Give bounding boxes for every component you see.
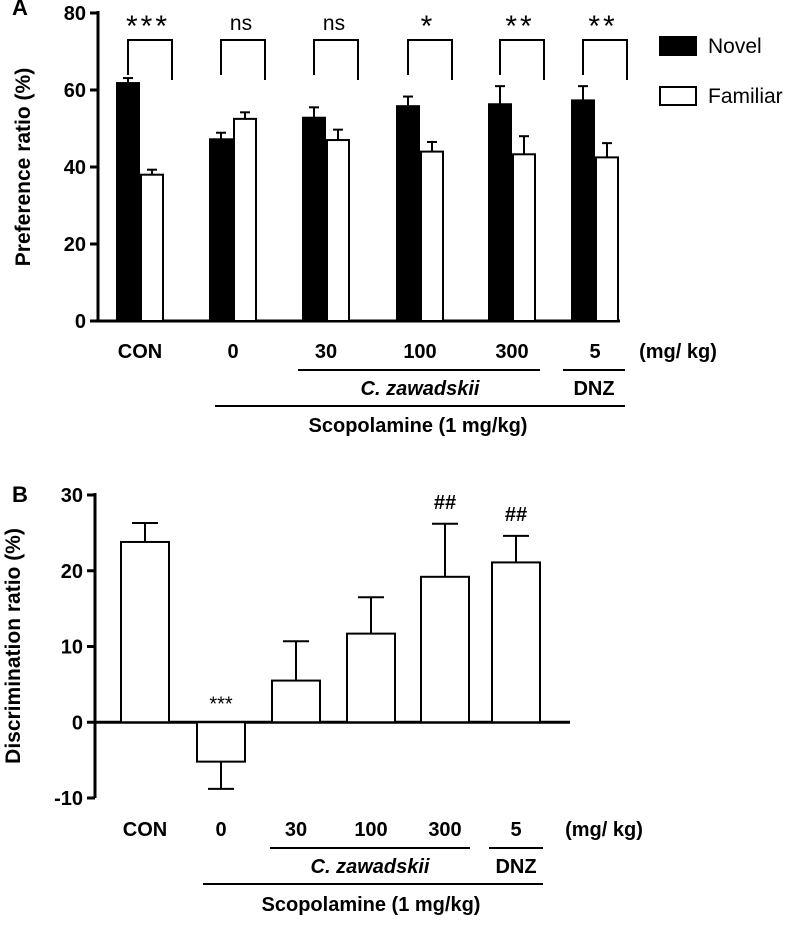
- category-label: CON: [118, 341, 162, 363]
- bar-familiar: [595, 156, 619, 322]
- bar-familiar: [140, 173, 164, 322]
- y-tick-label: 10: [61, 637, 83, 659]
- bar-novel: [209, 138, 233, 322]
- panel-b: B -10 0 10 20 30 Discrimination ratio (%) *** ##…: [2, 482, 643, 916]
- panel-label-a: A: [12, 0, 28, 20]
- category-label: 30: [285, 819, 307, 841]
- significance-label: **: [505, 10, 534, 43]
- significance-bracket: [313, 39, 359, 80]
- bar-novel: [571, 99, 595, 322]
- y-tick-label: 20: [61, 561, 83, 583]
- significance-label: ***: [209, 693, 233, 715]
- bar-novel: [302, 116, 326, 322]
- bar: [120, 540, 170, 724]
- significance-bracket: [499, 39, 545, 80]
- hash-significance-label: ##: [505, 504, 527, 526]
- significance-label: ns: [323, 12, 345, 35]
- group-label-treatment: Scopolamine (1 mg/kg): [309, 415, 528, 437]
- group-label-treatment: Scopolamine (1 mg/kg): [262, 894, 481, 916]
- category-label: 300: [428, 819, 461, 841]
- category-label: 30: [315, 341, 337, 363]
- legend-swatch-novel: [659, 36, 697, 56]
- unit-label: (mg/ kg): [565, 819, 643, 841]
- category-label: 5: [589, 341, 600, 363]
- significance-label: ***: [126, 10, 170, 43]
- category-label: 300: [495, 341, 528, 363]
- y-tick-label: 30: [61, 485, 83, 507]
- unit-label: (mg/ kg): [639, 341, 717, 363]
- legend-label-novel: Novel: [708, 35, 762, 58]
- bar: [346, 632, 396, 724]
- bar: [420, 575, 470, 724]
- legend-label-familiar: Familiar: [708, 85, 783, 108]
- hash-significance-label: ##: [434, 492, 456, 514]
- bar-familiar: [420, 150, 444, 322]
- group-label-drug: DNZ: [495, 856, 536, 878]
- y-tick-label: -10: [54, 788, 83, 810]
- y-tick-label: 60: [64, 80, 86, 102]
- group-label-extract: C. zawadskii: [361, 378, 480, 400]
- panel-label-b: B: [12, 482, 28, 507]
- significance-bracket: [407, 39, 453, 80]
- significance-bracket: [220, 39, 266, 80]
- group-label-extract: C. zawadskii: [311, 856, 430, 878]
- bar: [271, 679, 321, 724]
- bar-familiar: [233, 117, 257, 322]
- legend-swatch-familiar: [659, 86, 697, 106]
- bar: [196, 721, 246, 763]
- group-label-drug: DNZ: [573, 378, 614, 400]
- bar-familiar: [326, 139, 350, 322]
- y-tick-label: 0: [75, 311, 86, 333]
- bar: [491, 561, 541, 724]
- category-label: 100: [354, 819, 387, 841]
- category-label: 100: [403, 341, 436, 363]
- y-tick-label: 80: [64, 3, 86, 25]
- y-axis-label: Preference ratio (%): [12, 68, 35, 266]
- bar-novel: [116, 82, 140, 322]
- y-axis-label: Discrimination ratio (%): [2, 528, 25, 764]
- bar-novel: [396, 105, 420, 322]
- y-tick-label: 0: [72, 712, 83, 734]
- category-label: CON: [123, 819, 167, 841]
- significance-label: *: [421, 10, 436, 43]
- significance-bracket: [582, 39, 628, 80]
- category-label: 5: [510, 819, 521, 841]
- significance-label: ns: [230, 12, 252, 35]
- bar-novel: [488, 103, 512, 323]
- significance-bracket: [127, 39, 173, 80]
- y-tick-label: 40: [64, 157, 86, 179]
- category-label: 0: [215, 819, 226, 841]
- significance-label: **: [588, 10, 617, 43]
- category-label: 0: [227, 341, 238, 363]
- bar-familiar: [512, 153, 536, 322]
- y-tick-label: 20: [64, 234, 86, 256]
